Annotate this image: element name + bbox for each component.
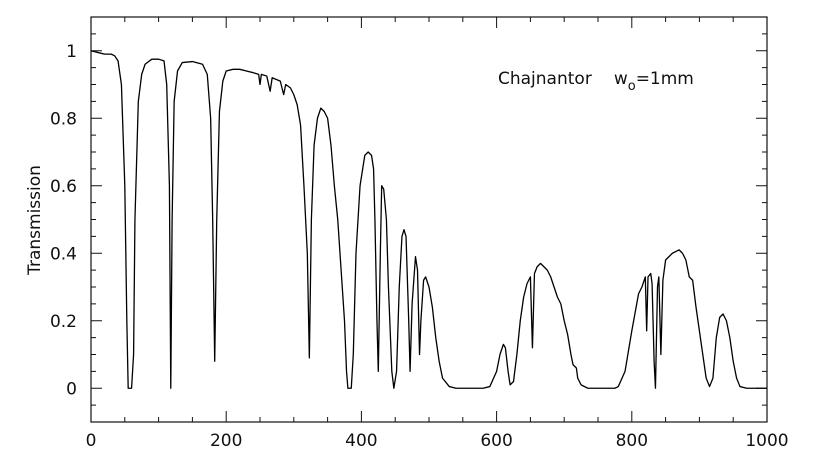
x-tick-label: 200	[210, 431, 242, 451]
x-tick-label: 1000	[745, 431, 788, 451]
x-tick-label: 0	[86, 431, 97, 451]
x-tick-label: 400	[345, 431, 377, 451]
y-tick-label: 0.2	[50, 312, 77, 332]
annotation-site: Chajnantor	[498, 69, 592, 89]
series-line	[90, 50, 767, 389]
y-tick-label: 1	[66, 42, 77, 62]
annotation: Chajnantor wo=1mm	[498, 69, 694, 94]
y-tick-label: 0.4	[50, 244, 77, 264]
x-tick-label: 800	[616, 431, 648, 451]
y-tick-label: 0.6	[50, 177, 77, 197]
x-tick-label: 600	[480, 431, 512, 451]
annotation-subscript: o	[628, 79, 636, 94]
annotation-value: =1mm	[636, 69, 694, 89]
annotation-symbol: w	[614, 69, 628, 89]
y-axis-label: Transmission	[25, 165, 45, 276]
y-tick-label: 0.8	[50, 109, 77, 129]
y-tick-label: 0	[66, 379, 77, 399]
